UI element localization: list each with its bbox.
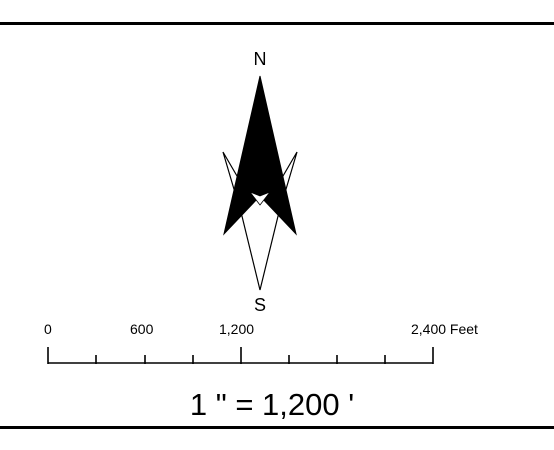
scale-label-0: 0: [44, 321, 52, 337]
north-label: N: [253, 49, 267, 69]
bottom-border-line: [0, 426, 554, 429]
scale-label-600: 600: [130, 321, 154, 337]
top-border-line: [0, 22, 554, 25]
arrow-notch: [248, 191, 272, 206]
scale-ratio-text: 1 " = 1,200 ': [189, 387, 355, 422]
scale-bar: [47, 347, 434, 364]
scale-label-2400-feet: 2,400 Feet: [411, 321, 478, 337]
south-label: S: [253, 295, 266, 315]
scale-label-1200: 1,200: [219, 321, 255, 337]
